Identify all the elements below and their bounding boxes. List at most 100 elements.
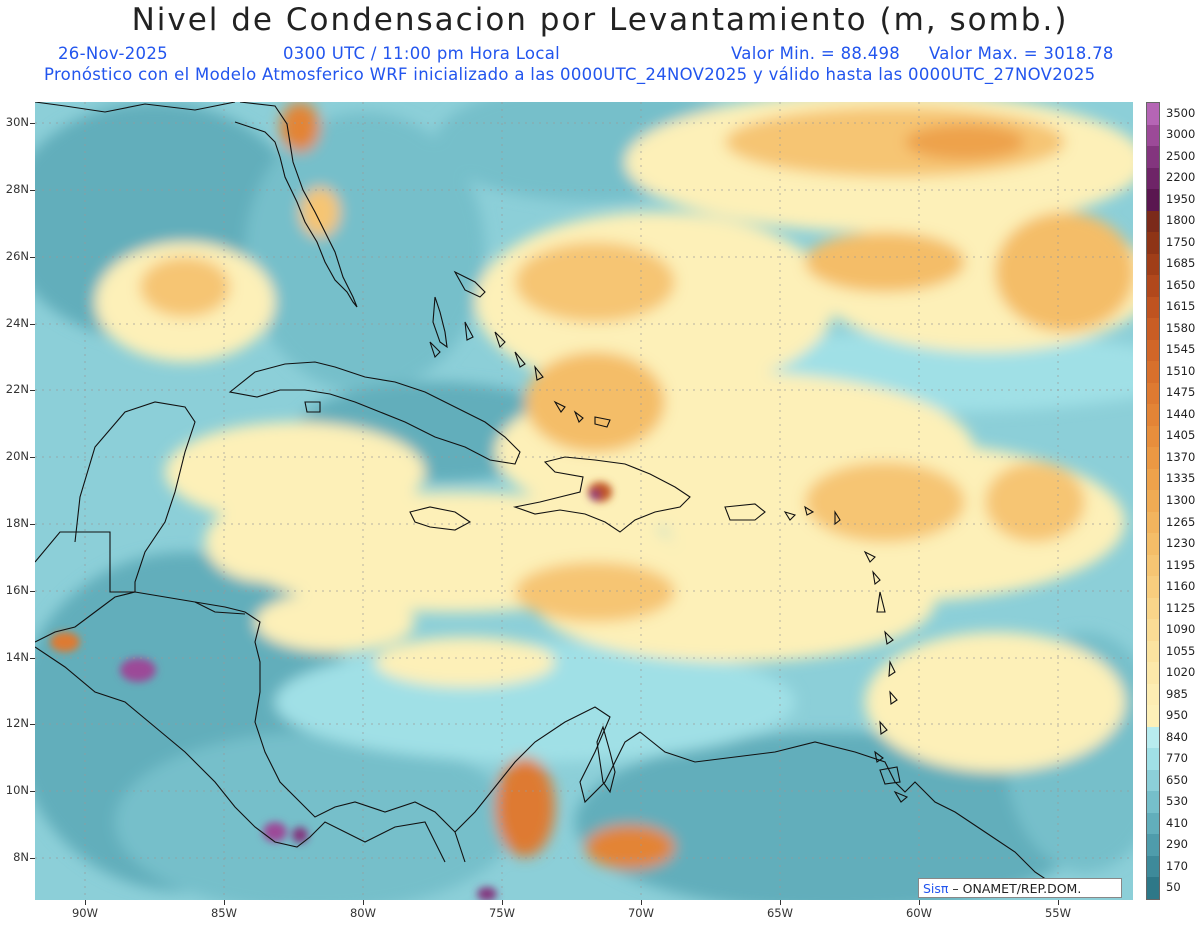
lon-tick: [1058, 900, 1059, 905]
lat-tick: [30, 524, 35, 525]
lat-tick: [30, 591, 35, 592]
colorbar-swatch: [1147, 124, 1159, 147]
lat-label-18n: 18N: [5, 516, 29, 530]
lon-tick: [641, 900, 642, 905]
colorbar-swatch: [1147, 705, 1159, 728]
colorbar-swatch: [1147, 275, 1159, 298]
forecast-date: 26-Nov-2025: [58, 44, 168, 63]
colorbar-label: 1230: [1166, 536, 1196, 551]
colorbar-swatch: [1147, 425, 1159, 448]
colorbar-label: 1335: [1166, 471, 1196, 486]
colorbar-label: 1685: [1166, 256, 1196, 271]
lat-tick: [30, 123, 35, 124]
colorbar-label: 3500: [1166, 105, 1196, 120]
colorbar-label: 1615: [1166, 299, 1196, 314]
colorbar-swatch: [1147, 146, 1159, 169]
colorbar-swatch: [1147, 855, 1159, 878]
colorbar-swatch: [1147, 490, 1159, 513]
lat-label-16n: 16N: [5, 583, 29, 597]
colorbar-swatch: [1147, 726, 1159, 749]
colorbar-label: 840: [1166, 729, 1188, 744]
colorbar-label: 1750: [1166, 234, 1196, 249]
lat-tick: [30, 324, 35, 325]
max-value-label: Valor Max. = 3018.78: [929, 44, 1114, 63]
colorbar-swatch: [1147, 210, 1159, 233]
colorbar-swatch: [1147, 597, 1159, 620]
colorbar-swatch: [1147, 812, 1159, 835]
colorbar-swatch: [1147, 447, 1159, 470]
lon-tick: [502, 900, 503, 905]
lat-label-26n: 26N: [5, 249, 29, 263]
colorbar-label: 770: [1166, 751, 1188, 766]
colorbar-label: 1160: [1166, 579, 1196, 594]
forecast-note: Pronóstico con el Modelo Atmosferico WRF…: [44, 65, 1096, 84]
lon-label-60w: 60W: [905, 906, 932, 920]
colorbar-swatch: [1147, 576, 1159, 599]
lon-tick: [780, 900, 781, 905]
colorbar-label: 1440: [1166, 406, 1196, 421]
colorbar-swatch: [1147, 769, 1159, 792]
colorbar-label: 170: [1166, 858, 1188, 873]
colorbar-swatch: [1147, 361, 1159, 384]
colorbar-label: 1195: [1166, 557, 1196, 572]
lon-label-85w: 85W: [210, 906, 237, 920]
colorbar-label: 1265: [1166, 514, 1196, 529]
colorbar-label: 1370: [1166, 449, 1196, 464]
colorbar-swatch: [1147, 791, 1159, 814]
colorbar-label: 650: [1166, 772, 1188, 787]
colorbar-swatch: [1147, 318, 1159, 341]
colorbar-label: 1090: [1166, 622, 1196, 637]
colorbar-swatch: [1147, 511, 1159, 534]
colorbar-label: 950: [1166, 708, 1188, 723]
colorbar-label: 1510: [1166, 363, 1196, 378]
colorbar-label: 1125: [1166, 600, 1196, 615]
colorbar-swatch: [1147, 103, 1159, 125]
lat-lon-grid: [35, 102, 1133, 900]
condensation-level-map: [35, 102, 1133, 900]
colorbar-swatch: [1147, 296, 1159, 319]
colorbar-label: 410: [1166, 815, 1188, 830]
lat-tick: [30, 457, 35, 458]
colorbar-swatch: [1147, 533, 1159, 556]
colorbar-swatch: [1147, 339, 1159, 362]
lat-tick: [30, 658, 35, 659]
credit-box: Sisπ – ONAMET/REP.DOM.: [918, 878, 1122, 898]
sispi-logo: Sisπ: [923, 881, 949, 896]
colorbar: [1146, 102, 1160, 900]
lat-label-8n: 8N: [13, 850, 29, 864]
lon-tick: [919, 900, 920, 905]
colorbar-swatch: [1147, 640, 1159, 663]
credit-text: – ONAMET/REP.DOM.: [948, 881, 1082, 896]
lon-tick: [224, 900, 225, 905]
min-value-label: Valor Min. = 88.498: [731, 44, 901, 63]
lat-label-30n: 30N: [5, 115, 29, 129]
lat-tick: [30, 858, 35, 859]
colorbar-swatch: [1147, 189, 1159, 212]
lat-label-12n: 12N: [5, 716, 29, 730]
colorbar-label: 1545: [1166, 342, 1196, 357]
colorbar-label: 1950: [1166, 191, 1196, 206]
lon-label-75w: 75W: [488, 906, 515, 920]
coastlines: [35, 102, 1066, 893]
colorbar-label: 3000: [1166, 127, 1196, 142]
lat-tick: [30, 390, 35, 391]
colorbar-swatch: [1147, 748, 1159, 771]
colorbar-label: 50: [1166, 880, 1181, 895]
colorbar-label: 1580: [1166, 320, 1196, 335]
lat-label-14n: 14N: [5, 650, 29, 664]
colorbar-label: 2500: [1166, 148, 1196, 163]
colorbar-label: 1055: [1166, 643, 1196, 658]
lat-label-28n: 28N: [5, 182, 29, 196]
colorbar-swatch: [1147, 404, 1159, 427]
colorbar-swatch: [1147, 554, 1159, 577]
lat-tick: [30, 724, 35, 725]
colorbar-swatch: [1147, 253, 1159, 276]
colorbar-label: 290: [1166, 837, 1188, 852]
lat-tick: [30, 791, 35, 792]
lon-label-90w: 90W: [71, 906, 98, 920]
lon-tick: [85, 900, 86, 905]
lon-tick: [363, 900, 364, 905]
lat-label-10n: 10N: [5, 783, 29, 797]
colorbar-swatch: [1147, 683, 1159, 706]
colorbar-label: 1405: [1166, 428, 1196, 443]
